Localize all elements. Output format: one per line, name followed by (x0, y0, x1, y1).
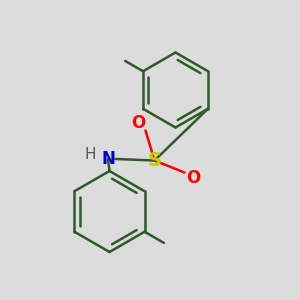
Text: O: O (186, 169, 200, 187)
Text: O: O (131, 114, 145, 132)
Text: H: H (84, 147, 96, 162)
Text: S: S (148, 151, 161, 170)
Text: N: N (101, 150, 115, 168)
